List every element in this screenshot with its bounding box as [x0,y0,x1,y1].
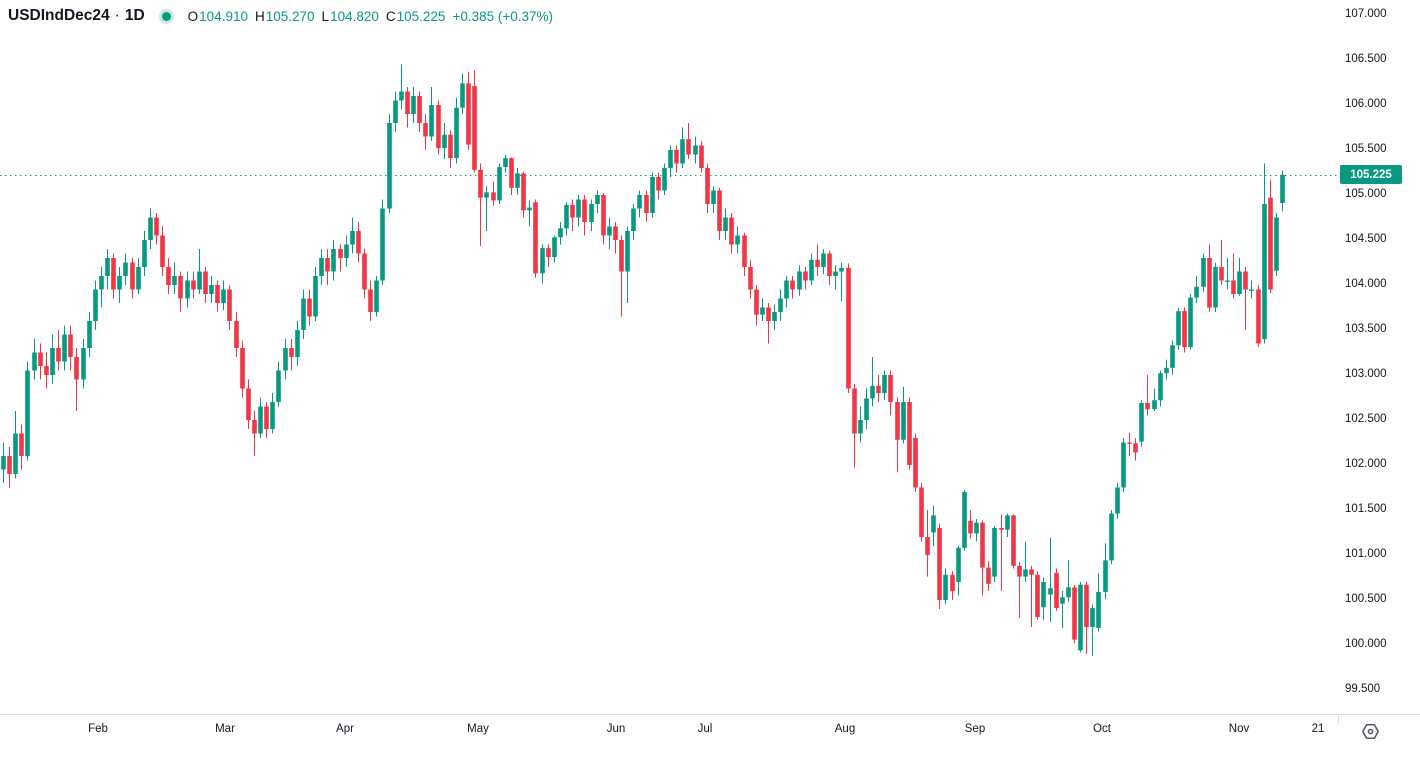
time-axis[interactable]: Feb Mar Apr May Jun Jul Aug Sep Oct Nov 21 [0,714,1420,772]
low-value: 104.820 [330,8,379,24]
price-axis-label: 101.500 [1345,502,1387,515]
ohlc-readout: O 104.910 H 105.270 L 104.820 C 105.225 +0.3… [188,9,553,24]
close-value: 105.225 [396,8,446,24]
price-axis-label: 107.000 [1345,8,1387,21]
price-axis-label: 101.000 [1345,547,1387,560]
time-axis-label: May [467,723,489,735]
price-axis-label: 99.500 [1345,682,1381,695]
time-axis-label: Jul [697,723,713,735]
chart-legend: USDIndDec24 · 1D O 104.910 H 105.270 L 104.… [8,5,553,27]
time-axis-label: 21 [1311,723,1325,735]
candles-layer [1,64,1285,656]
price-axis-label: 102.500 [1345,412,1387,425]
time-axis-label: Apr [336,723,354,735]
timeframe-label[interactable]: 1D [124,7,145,24]
time-axis-label: Aug [834,723,856,735]
open-label: O [187,8,199,24]
candlestick-chart[interactable] [0,0,1338,714]
legend-separator: · [114,7,120,24]
high-value: 105.270 [265,8,315,24]
last-price-badge: 105.225 [1340,165,1402,185]
price-axis-label: 104.000 [1345,278,1387,290]
gear-icon [1361,723,1379,739]
price-axis-label: 106.000 [1345,98,1387,111]
low-label: L [321,8,330,24]
price-scale-settings-button[interactable] [1356,719,1384,743]
close-label: C [385,8,396,24]
price-axis[interactable]: 107.000 106.500 106.000 105.500 105.000 104.5… [1338,0,1420,714]
time-axis-label: Oct [1093,723,1111,735]
price-axis-label: 103.000 [1345,367,1387,380]
price-axis-label: 103.500 [1345,323,1387,335]
high-label: H [254,8,265,24]
price-axis-label: 106.500 [1345,53,1387,66]
time-axis-label: Sep [964,723,986,735]
price-axis-label: 105.500 [1345,143,1387,156]
price-axis-label: 100.500 [1345,592,1387,605]
change-value: +0.385 (+0.37%) [452,8,554,24]
price-axis-label: 102.000 [1345,457,1387,470]
price-axis-label: 100.000 [1345,637,1387,650]
time-axis-label: Nov [1228,723,1250,735]
time-axis-label: Mar [215,723,235,735]
price-axis-label: 104.500 [1345,233,1387,245]
market-status-icon[interactable] [158,8,174,24]
time-axis-label: Jun [606,723,626,735]
price-axis-label: 105.000 [1345,188,1387,200]
time-axis-label: Feb [88,723,108,735]
axis-corner-divider [1338,714,1339,724]
symbol-title[interactable]: USDIndDec24 [8,7,110,24]
open-value: 104.910 [199,8,248,24]
